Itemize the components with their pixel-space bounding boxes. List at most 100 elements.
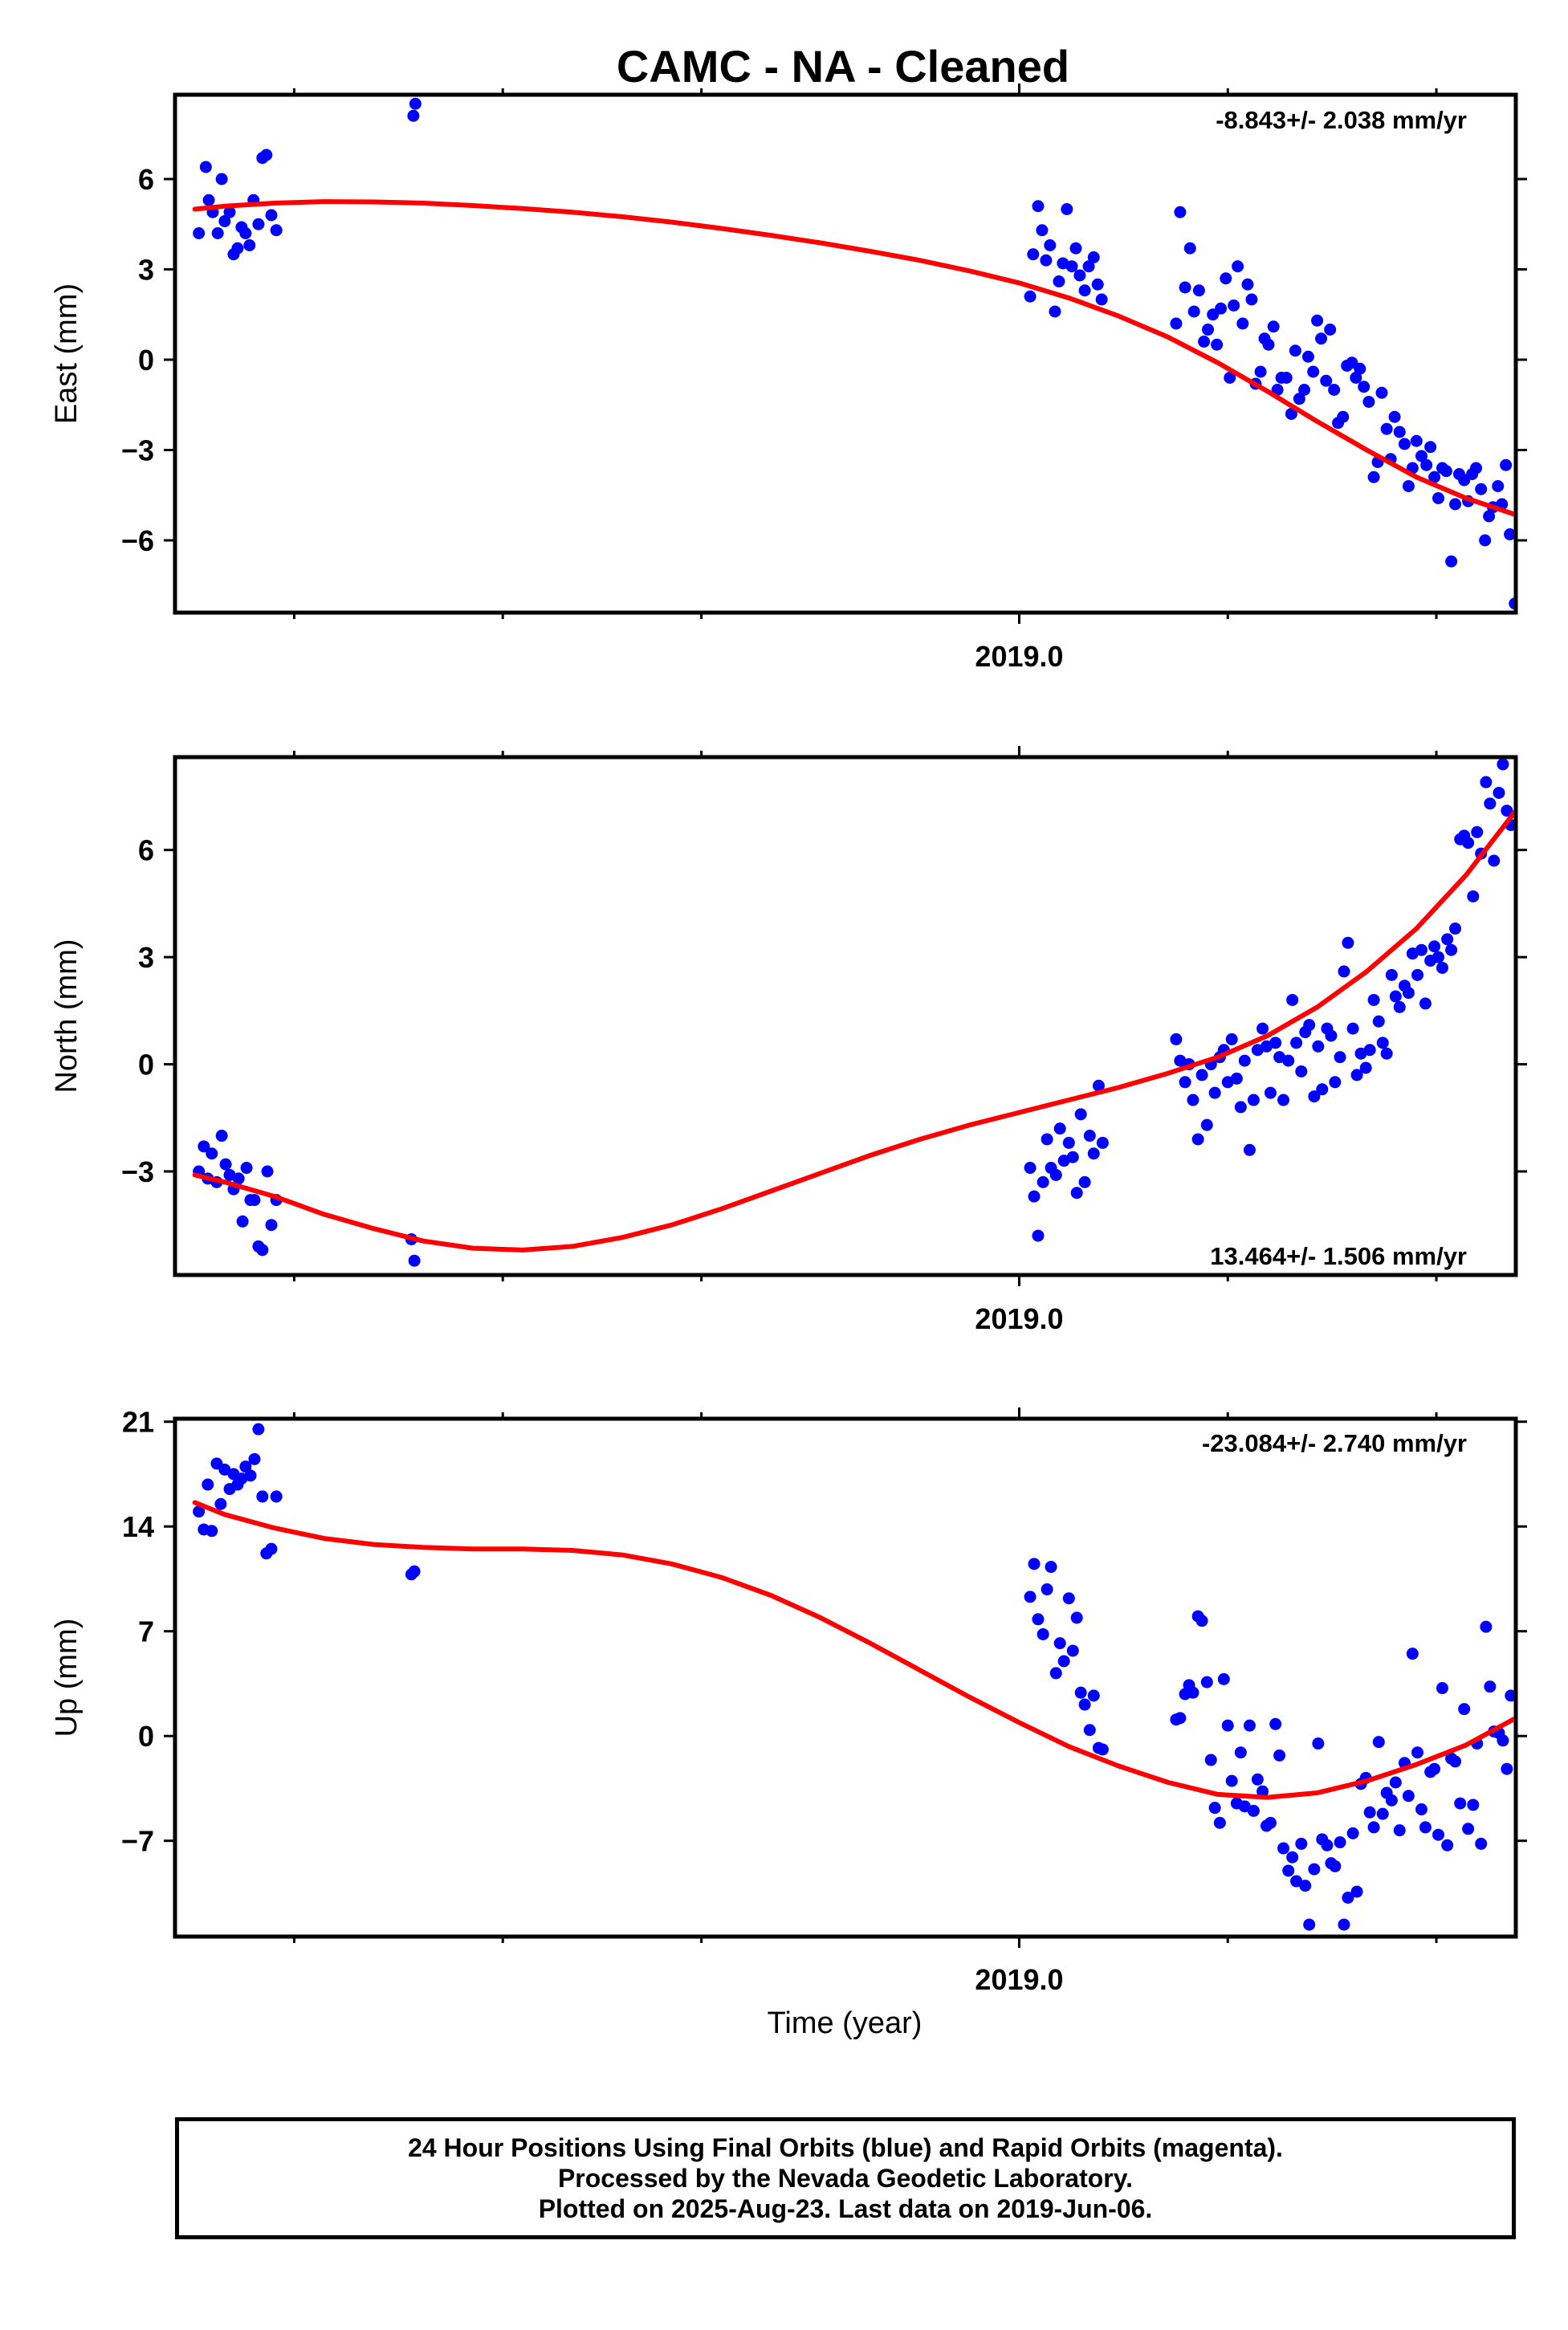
east-data-point: [1362, 396, 1375, 408]
east-data-point: [407, 109, 420, 122]
up-data-point: [1501, 1762, 1513, 1775]
east-plot-frame: [173, 92, 1518, 615]
up-data-point: [1393, 1824, 1406, 1837]
east-data-point: [1432, 492, 1445, 504]
east-data-point: [1065, 260, 1078, 273]
north-data-point: [1078, 1175, 1091, 1188]
up-data-point: [1458, 1703, 1471, 1716]
north-data-point: [1286, 993, 1299, 1006]
up-data-point: [252, 1423, 265, 1436]
east-data-point: [1061, 203, 1073, 215]
up-data-point: [1367, 1821, 1380, 1834]
east-data-point: [1170, 317, 1183, 330]
east-data-point: [1069, 242, 1082, 255]
up-data-point: [1484, 1680, 1497, 1693]
up-plot-area: [192, 1423, 1514, 1931]
north-plot-area: [192, 759, 1514, 1267]
east-data-point: [243, 239, 256, 251]
east-data-point: [1032, 200, 1045, 213]
north-data-point: [1432, 951, 1445, 963]
north-data-point: [1363, 1044, 1376, 1057]
east-data-point: [1367, 470, 1380, 483]
east-data-point: [231, 242, 244, 255]
east-data-point: [1315, 332, 1328, 345]
north-data-point: [1170, 1033, 1183, 1045]
up-data-point: [265, 1542, 278, 1555]
up-y-tick-label: −7: [121, 1825, 154, 1858]
east-data-point: [1504, 528, 1514, 540]
up-data-point: [1225, 1774, 1238, 1787]
up-y-tick-label: 0: [138, 1720, 154, 1753]
north-data-point: [236, 1215, 249, 1228]
east-data-point: [1354, 362, 1366, 375]
north-data-point: [1372, 1015, 1385, 1028]
north-data-point: [1350, 1069, 1363, 1081]
north-data-point: [1041, 1133, 1053, 1146]
north-data-point: [1346, 1022, 1359, 1035]
east-y-tick-label: 6: [138, 163, 154, 196]
east-data-point: [1293, 393, 1305, 405]
up-data-point: [1342, 1892, 1354, 1904]
north-data-point: [1497, 759, 1509, 771]
north-data-point: [1024, 1162, 1037, 1175]
east-data-point: [1440, 465, 1452, 478]
north-data-point: [219, 1158, 232, 1171]
east-data-point: [1393, 426, 1406, 438]
east-data-point: [1078, 284, 1091, 297]
east-data-point: [1224, 372, 1236, 384]
north-data-point: [1367, 993, 1380, 1006]
east-data-point: [1285, 408, 1297, 420]
east-fit-curve: [192, 199, 1514, 517]
north-data-point: [1074, 1108, 1087, 1121]
up-data-point: [1247, 1804, 1260, 1817]
east-y-axis-label: East (mm): [50, 283, 83, 424]
east-data-point: [1267, 320, 1280, 333]
processing-note-box: 24 Hour Positions Using Final Orbits (bl…: [175, 2117, 1516, 2239]
north-data-point: [1359, 1061, 1372, 1074]
up-data-point: [1432, 1828, 1445, 1841]
east-plot-area: [192, 97, 1514, 610]
north-y-tick-label: 6: [138, 834, 154, 867]
up-data-point: [1454, 1797, 1467, 1810]
north-data-point: [1445, 943, 1458, 956]
east-data-point: [202, 193, 215, 206]
north-data-point: [1247, 1094, 1260, 1106]
up-data-point: [1028, 1558, 1041, 1570]
east-data-point: [1337, 410, 1350, 423]
east-data-point: [1307, 365, 1320, 378]
up-data-point: [1057, 1655, 1070, 1668]
east-data-point: [1040, 254, 1053, 267]
up-data-point: [1187, 1686, 1199, 1699]
north-data-point: [1277, 1094, 1290, 1106]
north-data-point: [1269, 1037, 1282, 1049]
north-data-point: [1462, 837, 1475, 849]
north-y-axis-label: North (mm): [50, 939, 83, 1093]
up-velocity-label: -23.084+/- 2.740 mm/yr: [1202, 1429, 1467, 1457]
east-data-point: [1410, 434, 1423, 447]
up-data-point: [1299, 1880, 1312, 1892]
up-y-tick-label: 7: [138, 1615, 154, 1648]
east-data-point: [1380, 422, 1393, 435]
east-data-point: [1073, 269, 1086, 282]
east-data-point: [1211, 338, 1224, 351]
north-data-point: [1493, 786, 1505, 799]
east-data-point: [1415, 450, 1427, 462]
north-data-point: [1200, 1118, 1213, 1131]
north-data-point: [1389, 990, 1402, 1003]
north-data-point: [1290, 1037, 1303, 1049]
east-data-point: [1174, 206, 1187, 218]
north-data-point: [240, 1162, 253, 1175]
up-data-point: [1372, 1736, 1385, 1749]
east-y-tick-label: −6: [121, 524, 154, 557]
up-data-point: [1221, 1719, 1234, 1732]
east-data-point: [1183, 242, 1196, 255]
up-data-point: [1083, 1724, 1096, 1737]
up-data-point: [1428, 1762, 1441, 1775]
north-data-point: [1415, 943, 1427, 956]
up-data-point: [1269, 1717, 1282, 1730]
north-data-point: [1488, 854, 1501, 867]
up-fit-curve: [192, 1500, 1514, 1800]
up-data-point: [202, 1478, 214, 1491]
east-data-point: [1091, 278, 1104, 291]
up-data-point: [1419, 1821, 1432, 1834]
